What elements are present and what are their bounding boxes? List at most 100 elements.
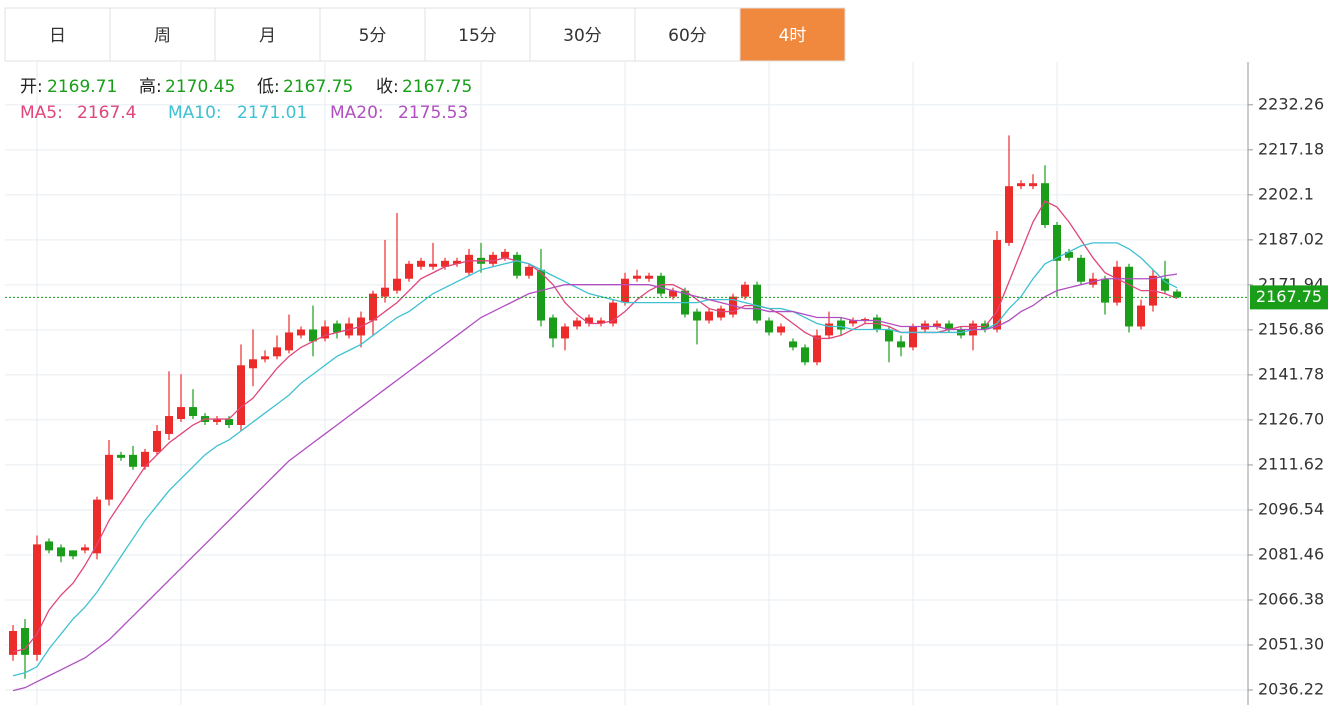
candle-body [561, 326, 569, 339]
y-tick-label: 2096.54 [1258, 499, 1324, 518]
tab[interactable] [739, 7, 846, 62]
ohlc-label: 高: [139, 77, 162, 97]
y-tick-label: 2187.02 [1258, 229, 1324, 248]
ohlc-value: 2167.75 [402, 77, 472, 97]
tab[interactable] [634, 7, 741, 62]
candle-body [1005, 186, 1013, 243]
y-tick-label: 2066.38 [1258, 589, 1324, 608]
candle-body [105, 454, 113, 500]
candle-body [585, 317, 593, 324]
price-tag-label: 2167.75 [1256, 287, 1322, 306]
ohlc-label: 收: [376, 77, 399, 97]
candle-body [1065, 251, 1073, 258]
y-tick-label: 2081.46 [1258, 544, 1324, 563]
candle-body [1017, 183, 1025, 187]
y-tick-label: 2141.78 [1258, 364, 1324, 383]
tab-label[interactable]: 4时 [779, 26, 807, 46]
candle-body [909, 326, 917, 348]
candle-body [645, 275, 653, 279]
candle-body [33, 544, 41, 655]
legend-value: 2175.53 [398, 103, 468, 123]
candle-body [933, 323, 941, 327]
y-tick-label: 2156.86 [1258, 319, 1324, 338]
candle-body [609, 302, 617, 324]
candle-body [57, 547, 65, 557]
candle-body [1113, 266, 1121, 303]
candle-body [705, 311, 713, 321]
tab-label[interactable]: 月 [259, 26, 276, 46]
candle-body [621, 278, 629, 303]
ohlc-value: 2169.71 [47, 77, 117, 97]
candle-body [501, 251, 509, 258]
candle-body [837, 320, 845, 330]
tab[interactable] [4, 7, 111, 62]
tab-label[interactable]: 15分 [458, 26, 497, 46]
candle-body [861, 319, 869, 321]
tab-label[interactable]: 日 [49, 26, 66, 46]
candle-body [117, 454, 125, 458]
candle-body [633, 275, 641, 279]
y-tick-label: 2051.30 [1258, 634, 1324, 653]
y-tick-label: 2202.1 [1258, 184, 1314, 203]
candle-body [237, 365, 245, 425]
candle-body [273, 347, 281, 357]
candle-body [225, 419, 233, 425]
candle-body [69, 550, 77, 557]
candle-body [741, 284, 749, 297]
candle-body [777, 326, 785, 333]
candle-body [1077, 257, 1085, 282]
candle-body [189, 407, 197, 417]
candle-body [261, 356, 269, 360]
candle-body [897, 341, 905, 348]
y-tick-label: 2232.26 [1258, 94, 1324, 113]
y-tick-label: 2217.18 [1258, 139, 1324, 158]
tab[interactable] [319, 7, 426, 62]
candle-body [1029, 183, 1037, 187]
candle-body [537, 269, 545, 321]
candle-body [81, 547, 89, 551]
ma-line [12, 242, 1178, 677]
candle-body [9, 630, 17, 655]
legend-label: MA10: [168, 103, 222, 123]
legend-label: MA20: [330, 103, 384, 123]
tab-label[interactable]: 5分 [359, 26, 387, 46]
candle-body [141, 451, 149, 467]
y-tick-label: 2126.70 [1258, 409, 1324, 428]
candle-body [813, 335, 821, 363]
legend-label: MA5: [20, 103, 63, 123]
candle-body [165, 416, 173, 434]
tab-label[interactable]: 30分 [563, 26, 602, 46]
candle-body [825, 323, 833, 336]
candle-body [573, 320, 581, 327]
tab-label[interactable]: 60分 [668, 26, 707, 46]
candle-body [297, 329, 305, 336]
candle-body [1101, 278, 1109, 303]
tab[interactable] [214, 7, 321, 62]
candle-body [369, 293, 377, 321]
ohlc-label: 开: [20, 77, 43, 97]
tab-label[interactable]: 周 [154, 26, 171, 46]
candle-body [789, 341, 797, 348]
ohlc-label: 低: [257, 77, 280, 97]
candle-body [93, 499, 101, 554]
candle-body [285, 332, 293, 351]
candle-body [213, 419, 221, 423]
candle-body [21, 627, 29, 655]
candle-body [429, 263, 437, 267]
candle-body [1161, 278, 1169, 291]
candle-body [309, 329, 317, 342]
candle-body [1053, 224, 1061, 261]
y-tick-label: 2036.22 [1258, 680, 1324, 699]
candle-body [717, 308, 725, 318]
tab[interactable] [424, 7, 531, 62]
tab[interactable] [529, 7, 636, 62]
tab[interactable] [109, 7, 216, 62]
candle-body [753, 284, 761, 321]
candle-body [177, 407, 185, 420]
candle-body [381, 287, 389, 297]
candle-body [597, 320, 605, 324]
candle-body [153, 430, 161, 452]
candle-body [249, 359, 257, 369]
candle-body [513, 254, 521, 276]
